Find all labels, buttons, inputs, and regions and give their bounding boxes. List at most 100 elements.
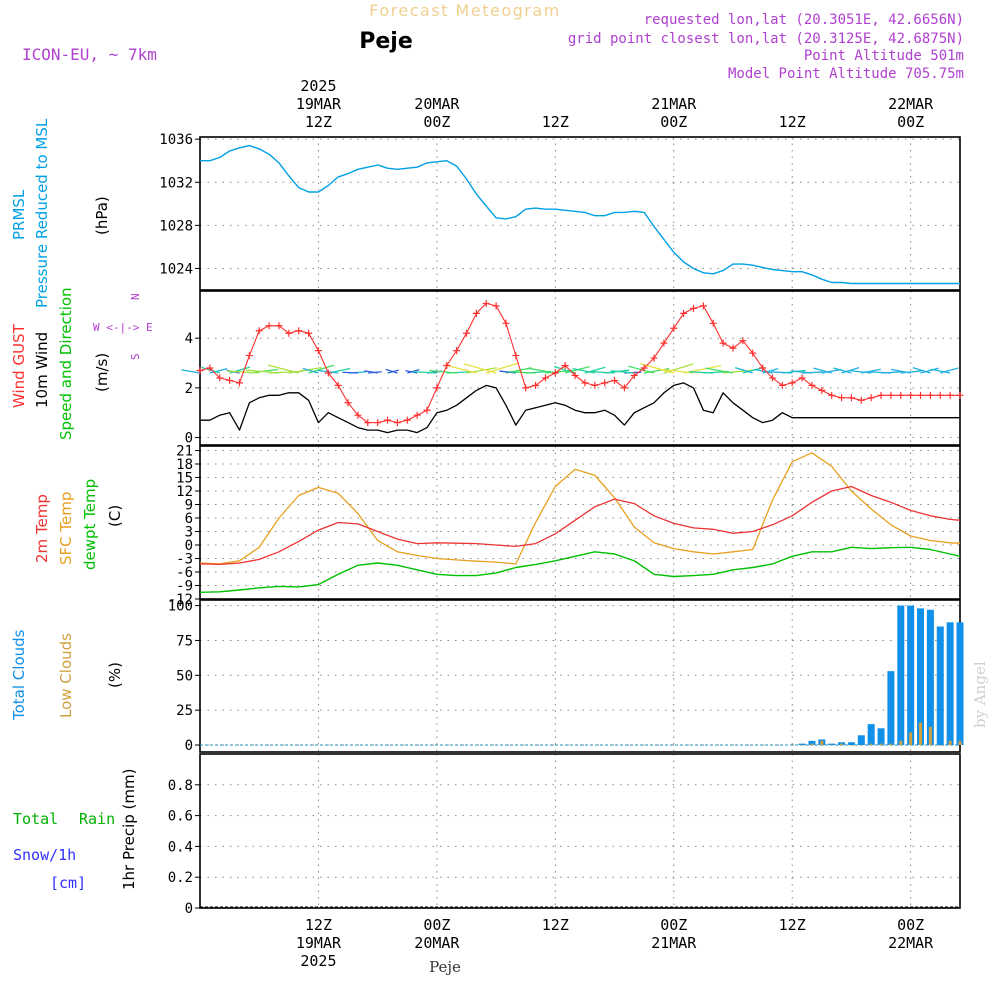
gust-marker bbox=[778, 381, 786, 389]
total-cloud-bar bbox=[926, 609, 934, 746]
precip-labels: Total Rain Snow/1h [cm] 1hr Precip (mm) bbox=[13, 769, 138, 892]
gust-marker bbox=[403, 416, 411, 424]
gust-marker bbox=[196, 366, 204, 374]
gust-marker bbox=[443, 362, 451, 370]
total-cloud-bar bbox=[877, 728, 885, 746]
total-cloud-bar bbox=[828, 743, 836, 746]
gust-marker bbox=[364, 419, 372, 427]
gust-marker bbox=[522, 384, 530, 392]
gust-marker bbox=[709, 319, 717, 327]
wind-arrow bbox=[364, 370, 378, 374]
y-tick-label: 0 bbox=[185, 431, 193, 447]
label-total-clouds: Total Clouds bbox=[10, 629, 28, 721]
pressure-panel: 1024 1028 1032 1036 bbox=[159, 132, 961, 291]
y-tick-label: 1024 bbox=[159, 261, 193, 277]
low-cloud-bar bbox=[948, 740, 952, 746]
dewpt-line bbox=[199, 546, 961, 593]
time-label-top: 00Z bbox=[423, 113, 450, 131]
gust-marker bbox=[739, 337, 747, 345]
y-tick-label: 75 bbox=[176, 633, 193, 649]
gust-marker bbox=[216, 374, 224, 382]
y-tick-label: 0.6 bbox=[168, 809, 193, 825]
gust-marker bbox=[847, 394, 855, 402]
gust-marker bbox=[275, 322, 283, 330]
gust-marker bbox=[482, 299, 490, 307]
wind-arrow bbox=[890, 368, 911, 374]
wind-arrow bbox=[850, 370, 872, 374]
low-cloud-bar bbox=[889, 743, 893, 746]
time-label-top: 2025 bbox=[300, 77, 336, 95]
gust-marker bbox=[571, 371, 579, 379]
label-wind-gust: Wind GUST bbox=[10, 323, 28, 408]
total-cloud-bar bbox=[808, 740, 816, 746]
precip-panel: 0 0.2 0.4 0.6 0.8 bbox=[168, 753, 961, 917]
y-tick-label: 4 bbox=[185, 331, 193, 347]
gust-marker bbox=[344, 399, 352, 407]
label-ms: (m/s) bbox=[93, 353, 111, 392]
gust-marker bbox=[690, 304, 698, 312]
y-tick-label: 2 bbox=[185, 381, 193, 397]
wind-arrow bbox=[754, 368, 773, 374]
low-cloud-bar bbox=[820, 740, 824, 746]
total-cloud-bar bbox=[847, 742, 855, 746]
wind-arrow bbox=[930, 368, 951, 374]
total-cloud-bar bbox=[956, 622, 964, 746]
label-low-clouds: Low Clouds bbox=[57, 633, 75, 718]
time-label-top: 12Z bbox=[305, 113, 332, 131]
gust-marker bbox=[226, 376, 234, 384]
gust-marker bbox=[680, 309, 688, 317]
gust-marker bbox=[857, 396, 865, 404]
wind-arrow bbox=[869, 371, 891, 374]
label-cm: [cm] bbox=[50, 874, 86, 892]
gust-marker bbox=[245, 352, 253, 360]
label-prmsl: PRMSL bbox=[10, 189, 28, 240]
gust-marker bbox=[472, 309, 480, 317]
y-tick-label: 100 bbox=[168, 599, 193, 615]
info-requested: requested lon,lat (20.3051E, 42.6656N) bbox=[644, 12, 964, 28]
y-tick-label: 0.2 bbox=[168, 870, 193, 886]
gust-marker bbox=[324, 369, 332, 377]
time-label-bottom: 00Z bbox=[423, 916, 450, 934]
wind-arrow bbox=[245, 369, 280, 374]
wind-arrow bbox=[735, 366, 753, 374]
info-model-altitude: Model Point Altitude 705.75m bbox=[728, 66, 964, 82]
wind-arrow bbox=[813, 367, 832, 374]
gust-marker bbox=[611, 376, 619, 384]
gust-marker bbox=[502, 319, 510, 327]
time-label-top: 12Z bbox=[542, 113, 569, 131]
time-label-top: 20MAR bbox=[414, 95, 460, 113]
label-hpa: (hPa) bbox=[93, 196, 111, 235]
gust-marker bbox=[887, 391, 895, 399]
pressure-line bbox=[200, 144, 960, 285]
cloud-labels: Total Clouds Low Clouds (%) bbox=[10, 629, 124, 721]
gust-marker bbox=[749, 349, 757, 357]
y-tick-label: 15 bbox=[176, 471, 193, 487]
wind-arrow bbox=[762, 367, 779, 374]
low-cloud-bar bbox=[849, 745, 853, 746]
total-cloud-bar bbox=[936, 626, 944, 746]
wind-arrow bbox=[463, 363, 497, 374]
gust-marker bbox=[798, 374, 806, 382]
total-cloud-bar bbox=[897, 605, 905, 746]
label-rain: Rain bbox=[79, 810, 115, 828]
gust-marker bbox=[492, 302, 500, 310]
total-cloud-bar bbox=[857, 735, 865, 746]
low-cloud-bar bbox=[830, 745, 834, 746]
wind-arrow bbox=[821, 368, 842, 374]
low-cloud-bar bbox=[958, 740, 962, 746]
gust-marker bbox=[413, 411, 421, 419]
label-celsius: (C) bbox=[106, 505, 124, 527]
temp-2m-line bbox=[199, 485, 961, 566]
time-label-top: 21MAR bbox=[651, 95, 697, 113]
wind-arrow bbox=[302, 367, 319, 374]
low-cloud-bar bbox=[840, 743, 844, 746]
label-speed-direction: Speed and Direction bbox=[57, 287, 75, 440]
time-label-top: 00Z bbox=[897, 113, 924, 131]
gust-marker bbox=[926, 391, 934, 399]
y-tick-label: -3 bbox=[176, 552, 193, 568]
gust-marker bbox=[729, 344, 737, 352]
temperature-labels: 2m Temp SFC Temp dewpt Temp (C) bbox=[33, 479, 124, 570]
